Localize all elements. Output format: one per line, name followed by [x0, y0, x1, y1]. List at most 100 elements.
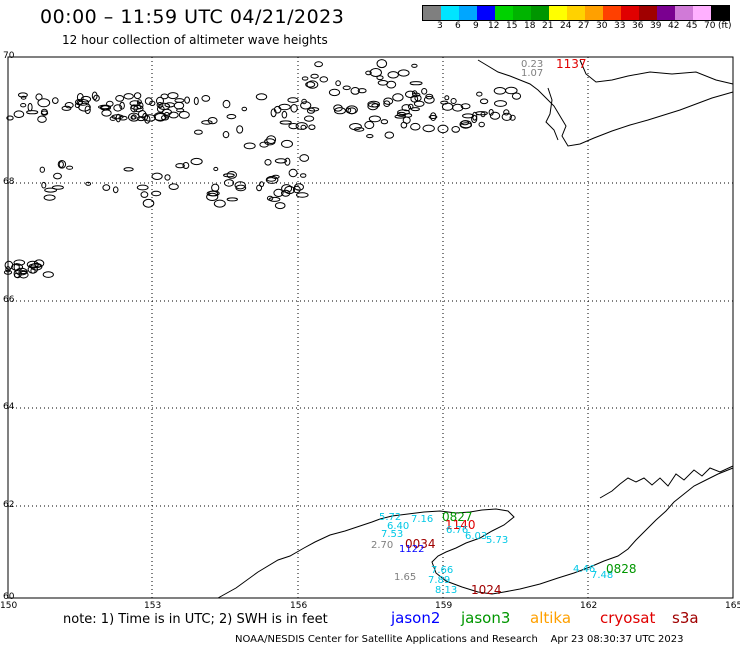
swh-value: 7.66: [431, 565, 454, 576]
color-scale-label: 39: [650, 21, 662, 31]
lake-outline: [412, 92, 421, 97]
lake-outline: [430, 112, 437, 121]
lake-outline: [138, 110, 147, 119]
lake-outline: [402, 116, 411, 124]
lake-outline: [299, 154, 310, 162]
lake-outline: [279, 120, 292, 125]
lat-lon-grid: [8, 57, 733, 598]
lake-outline: [151, 190, 162, 197]
lake-outline: [364, 120, 375, 130]
swh-value: 1.07: [521, 68, 544, 79]
latitude-label: 64: [3, 402, 15, 412]
lake-outline: [206, 192, 219, 201]
lake-outline: [367, 102, 379, 111]
lake-outline: [123, 93, 134, 100]
lake-outline: [64, 102, 74, 109]
lake-outline: [476, 91, 483, 97]
lake-outline: [423, 95, 435, 104]
color-scale-label: 9: [473, 21, 479, 31]
lake-outline: [136, 184, 149, 191]
lake-outline: [308, 107, 320, 112]
legend-jason3: jason3: [461, 609, 511, 627]
map-frame: [7, 56, 734, 599]
color-scale-label: 21: [542, 21, 554, 31]
lake-outline: [58, 161, 64, 168]
generated-timestamp: Apr 23 08:30:37 UTC 2023: [550, 634, 684, 645]
lake-outline: [98, 104, 111, 110]
color-scale-swatch: [675, 6, 693, 20]
lake-outline: [113, 104, 123, 112]
lake-outline: [479, 98, 489, 105]
swh-value: 6.40: [387, 521, 410, 532]
lake-outline: [129, 100, 141, 107]
lake-outline: [222, 131, 230, 139]
latitude-label: 70: [3, 51, 15, 61]
color-scale-swatch: [459, 6, 477, 20]
lake-outline: [234, 181, 246, 190]
lake-outline: [119, 101, 125, 110]
color-scale-swatch: [639, 6, 657, 20]
lake-outline: [226, 114, 237, 120]
lake-outline: [41, 181, 47, 189]
color-scale-swatch: [513, 6, 531, 20]
lake-outline: [128, 112, 140, 122]
swh-value: 6.76: [446, 525, 469, 536]
lake-outline: [376, 59, 388, 69]
lake-outline: [223, 179, 235, 187]
lake-outline: [350, 87, 360, 95]
lake-outline: [422, 124, 435, 133]
lake-outline: [40, 108, 48, 116]
lake-outline: [84, 105, 91, 115]
lake-outline: [305, 81, 316, 88]
track-time: 0828: [606, 562, 637, 576]
color-scale-swatch: [549, 6, 567, 20]
swh-value: 4.46: [573, 564, 596, 575]
swh-value: 7.89: [428, 575, 451, 586]
lake-outline: [175, 163, 185, 169]
color-scale-unit: (ft): [718, 21, 732, 31]
lake-outline: [288, 168, 298, 178]
lake-outline: [173, 101, 185, 110]
lake-outline: [27, 102, 33, 112]
lake-outline: [123, 167, 134, 172]
lake-outline: [437, 124, 449, 134]
lake-outline: [112, 186, 119, 194]
lake-outline: [444, 95, 450, 101]
lake-outline: [425, 93, 434, 100]
color-scale-label: 27: [578, 21, 590, 31]
lake-outline: [176, 108, 185, 113]
lake-outline: [201, 95, 211, 102]
lake-outline: [149, 100, 156, 107]
lake-outline: [76, 93, 84, 102]
lake-outline: [509, 114, 516, 121]
lake-outline: [6, 115, 14, 121]
lake-outline: [39, 166, 45, 173]
lake-outline: [290, 104, 298, 113]
lake-outline: [306, 80, 319, 89]
lake-outline: [288, 123, 299, 130]
lake-outline: [304, 115, 315, 122]
lake-outline: [266, 177, 277, 182]
lake-outline: [101, 109, 112, 117]
lake-outline: [5, 266, 11, 273]
swh-value: 7.48: [591, 570, 614, 581]
lake-outline: [30, 262, 43, 271]
color-scale-swatch: [441, 6, 459, 20]
coastline-inlet: [545, 87, 559, 141]
lake-outline: [93, 94, 100, 102]
color-scale-label: 42: [668, 21, 680, 31]
lake-outline: [501, 112, 512, 121]
lake-outline: [142, 198, 155, 208]
lake-outline: [44, 187, 57, 193]
lake-outline: [133, 92, 142, 100]
wave-height-color-scale: [422, 5, 730, 21]
color-scale-label: 45: [686, 21, 698, 31]
legend-jason2: jason2: [391, 609, 441, 627]
lake-outline: [365, 70, 372, 76]
lake-outline: [478, 121, 485, 128]
lake-outline: [371, 103, 380, 108]
lake-outline: [66, 165, 74, 170]
lake-outline: [472, 111, 478, 121]
lake-outline: [296, 192, 309, 198]
